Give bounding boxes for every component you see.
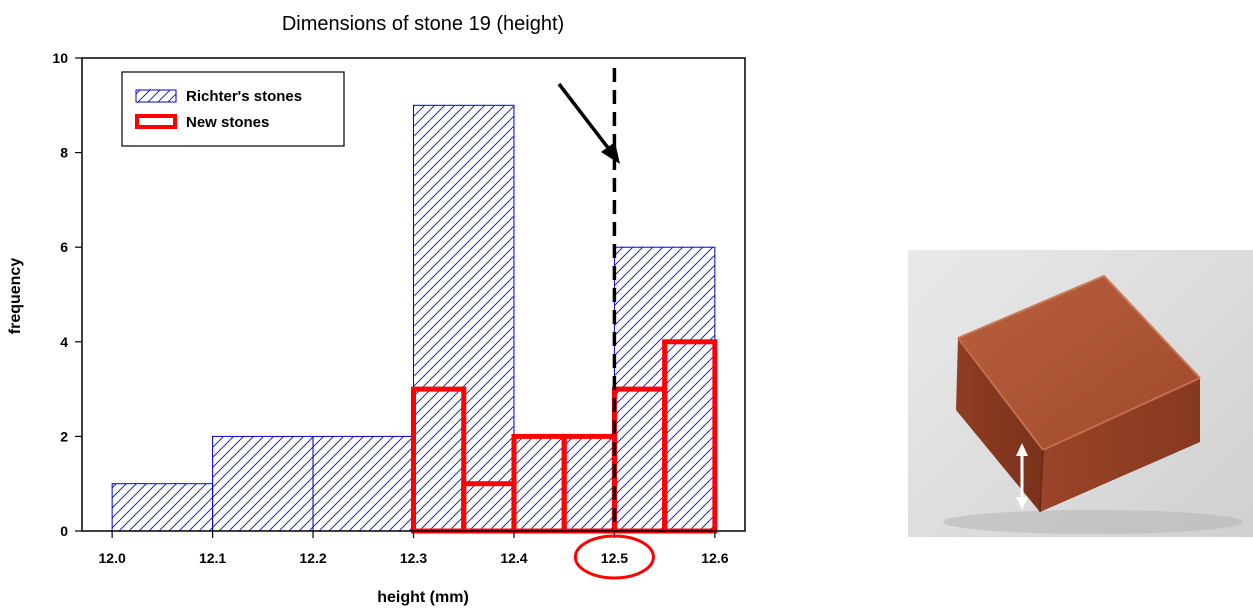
richter-bar [312,435,414,532]
stone-photo [908,250,1253,537]
y-tick-label: 0 [60,523,68,539]
richter-bars-group [111,104,716,532]
y-tick-label: 2 [60,428,68,444]
legend-label-new: New stones [186,114,269,131]
chart-title: Dimensions of stone 19 (height) [282,13,564,35]
y-tick-label: 6 [60,239,68,255]
legend-swatch-richter [135,89,177,103]
richter-bar [212,435,314,532]
legend-label-richter: Richter's stones [186,88,302,105]
x-axis-ticks: 12.0 12.1 12.2 12.3 12.4 12.5 12.6 [99,531,729,566]
x-tick-label: 12.2 [299,550,326,566]
y-tick-label: 4 [60,334,68,350]
pointer-arrow-icon [557,82,620,164]
x-tick-label: 12.1 [199,550,226,566]
x-axis-label: height (mm) [377,589,469,606]
x-tick-label: 12.4 [500,550,527,566]
red-brick-stone [943,274,1243,534]
y-tick-label: 8 [60,145,68,161]
legend: Richter's stones New stones [121,71,345,147]
y-tick-label: 10 [52,50,68,66]
x-tick-label: 12.6 [701,550,728,566]
x-tick-label: 12.0 [99,550,126,566]
legend-box [121,71,345,147]
richter-bar [111,483,214,532]
histogram-chart: Dimensions of stone 19 (height) 0246810 … [7,13,746,606]
legend-swatch-new [135,114,177,129]
x-tick-label: 12.5 [601,550,628,566]
highlight-ellipse [573,534,655,580]
y-axis-label: frequency [7,258,24,335]
y-axis-ticks: 0 2 4 6 8 10 [52,50,82,539]
x-tick-label: 12.3 [400,550,427,566]
double-arrow-icon [1016,443,1028,510]
